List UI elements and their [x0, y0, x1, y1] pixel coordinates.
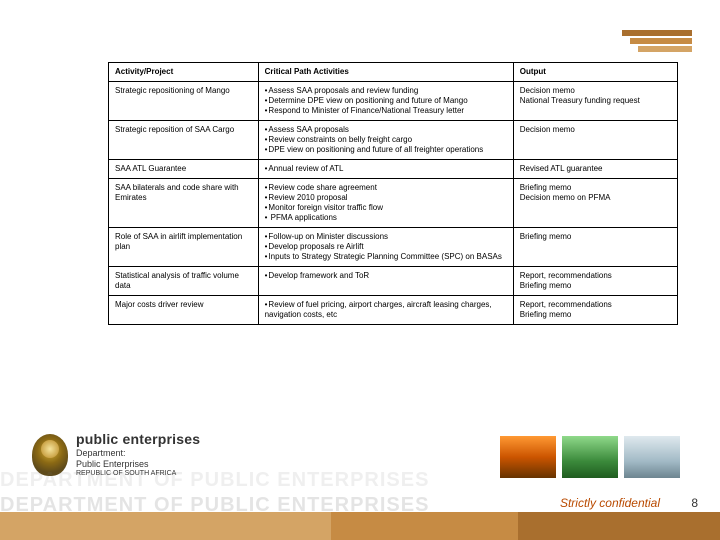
- cell-output: Briefing memoDecision memo on PFMA: [513, 179, 677, 228]
- footer-color-bar: [0, 512, 720, 540]
- logo-title: public enterprises: [76, 431, 200, 448]
- cell-output: Decision memo: [513, 121, 677, 160]
- header-critical: Critical Path Activities: [258, 63, 513, 82]
- table-row: Statistical analysis of traffic volume d…: [109, 267, 678, 296]
- page-number: 8: [691, 496, 698, 510]
- thumbnail-sunset: [500, 436, 556, 478]
- cell-activity: Strategic reposition of SAA Cargo: [109, 121, 259, 160]
- table-row: Strategic reposition of SAA CargoAssess …: [109, 121, 678, 160]
- footer-thumbnails: [500, 436, 680, 478]
- cell-critical: Develop framework and ToR: [258, 267, 513, 296]
- cell-activity: Strategic repositioning of Mango: [109, 82, 259, 121]
- thumbnail-forest: [562, 436, 618, 478]
- cell-critical: Review of fuel pricing, airport charges,…: [258, 296, 513, 325]
- header-output: Output: [513, 63, 677, 82]
- activities-table: Activity/Project Critical Path Activitie…: [108, 62, 678, 325]
- table-row: Major costs driver reviewReview of fuel …: [109, 296, 678, 325]
- cell-output: Briefing memo: [513, 228, 677, 267]
- logo-line3: REPUBLIC OF SOUTH AFRICA: [76, 470, 200, 478]
- header-activity: Activity/Project: [109, 63, 259, 82]
- cell-output: Report, recommendationsBriefing memo: [513, 296, 677, 325]
- cell-activity: SAA ATL Guarantee: [109, 160, 259, 179]
- logo-line2: Public Enterprises: [76, 459, 200, 470]
- table-row: SAA bilaterals and code share with Emira…: [109, 179, 678, 228]
- cell-critical: Assess SAA proposals and review fundingD…: [258, 82, 513, 121]
- logo-text: public enterprises Department: Public En…: [76, 431, 200, 478]
- logo-line1: Department:: [76, 448, 200, 459]
- cell-critical: Annual review of ATL: [258, 160, 513, 179]
- cell-activity: SAA bilaterals and code share with Emira…: [109, 179, 259, 228]
- table-row: Role of SAA in airlift implementation pl…: [109, 228, 678, 267]
- cell-critical: Review code share agreementReview 2010 p…: [258, 179, 513, 228]
- thumbnail-aircraft: [624, 436, 680, 478]
- coat-of-arms-icon: [32, 434, 68, 476]
- cell-activity: Statistical analysis of traffic volume d…: [109, 267, 259, 296]
- table-row: SAA ATL GuaranteeAnnual review of ATLRev…: [109, 160, 678, 179]
- table-row: Strategic repositioning of MangoAssess S…: [109, 82, 678, 121]
- cell-output: Report, recommendationsBriefing memo: [513, 267, 677, 296]
- cell-output: Decision memoNational Treasury funding r…: [513, 82, 677, 121]
- cell-critical: Follow-up on Minister discussionsDevelop…: [258, 228, 513, 267]
- cell-activity: Role of SAA in airlift implementation pl…: [109, 228, 259, 267]
- cell-activity: Major costs driver review: [109, 296, 259, 325]
- confidential-label: Strictly confidential: [560, 496, 660, 510]
- cell-critical: Assess SAA proposalsReview constraints o…: [258, 121, 513, 160]
- decorative-corner-bars: [622, 30, 692, 52]
- department-logo: public enterprises Department: Public En…: [32, 431, 200, 478]
- cell-output: Revised ATL guarantee: [513, 160, 677, 179]
